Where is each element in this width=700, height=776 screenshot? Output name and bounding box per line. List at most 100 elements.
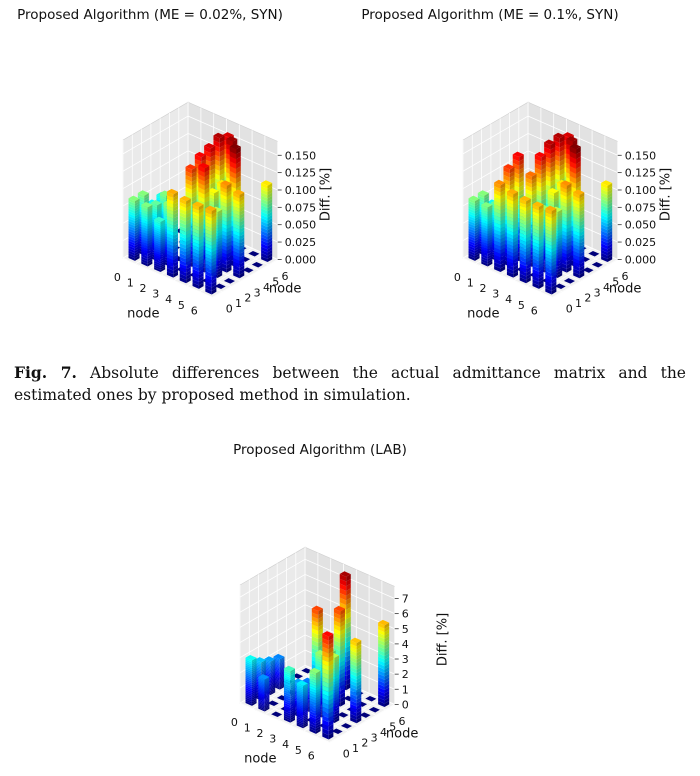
bar-face-side [538, 282, 544, 289]
plot-syn-01: Proposed Algorithm (ME = 0.1%, SYN) 0 1 2 3 4… [345, 0, 700, 345]
bar-face-front [311, 628, 319, 635]
bar-face-side [267, 211, 273, 218]
bar-face-front [350, 687, 357, 694]
bar-face-side [186, 232, 191, 239]
bar-face-front [205, 267, 212, 274]
bar [261, 180, 273, 263]
bar-face-front [154, 233, 161, 239]
bar-face-side [279, 669, 285, 674]
y-axis-label: node [269, 281, 301, 296]
bar-face-side [267, 198, 273, 205]
bar-face-side [566, 230, 572, 237]
bar-face-front [601, 214, 608, 221]
zero-cell [359, 712, 371, 718]
bar3d-chart-syn-01: Proposed Algorithm (ME = 0.1%, SYN)0 1 2 3 4… [361, 7, 673, 322]
bar-face-side [551, 267, 557, 274]
bar-face-side [198, 252, 204, 259]
bar-face-side [267, 256, 273, 263]
bar-face-side [487, 212, 493, 218]
bar-face-side [334, 704, 340, 710]
bar-face-front [311, 620, 319, 628]
bar-face-front [261, 201, 268, 208]
bar-face-front [350, 650, 357, 657]
bar-face-front [141, 224, 148, 230]
bar-face-side [566, 212, 572, 219]
bar-face-front [261, 221, 268, 228]
bar-face-front [545, 277, 552, 285]
bar-face-front [350, 673, 357, 680]
bar-face-front [296, 716, 304, 722]
bar-face-front [283, 715, 291, 721]
bar-face-side [219, 158, 225, 167]
bar-face-side [538, 252, 544, 259]
bar-face-side [557, 228, 563, 235]
bar-face-front [296, 695, 304, 701]
bar-face-front [494, 247, 501, 254]
bar-face-front [296, 714, 304, 720]
bar-face-side [198, 272, 204, 279]
bar-face-side [474, 255, 480, 261]
bar-face-side [186, 202, 191, 209]
bar-face-side [526, 229, 531, 236]
bar-face-side [315, 698, 321, 704]
bar-face-front [333, 612, 341, 620]
bar-face-side [579, 272, 585, 279]
bar-face-side [198, 234, 204, 242]
bar-face-front [233, 268, 240, 275]
figure-caption-label: Fig. 7. [14, 363, 77, 382]
bar-face-front [166, 205, 174, 212]
bar-face-front [569, 180, 577, 189]
bar-face-side [526, 215, 531, 222]
bar-face-side [270, 677, 276, 682]
bar-face-front [532, 279, 539, 286]
bar-face-side [607, 252, 613, 259]
bar-face-side [204, 191, 210, 199]
bar-face-side [134, 243, 140, 249]
bar-face-side [270, 686, 276, 691]
bar-face-side [239, 202, 245, 209]
bar-face-front [494, 204, 501, 211]
bar-face-side [340, 699, 345, 707]
bar-face-side [607, 202, 613, 208]
bar-face-side [261, 667, 266, 673]
bar-face-front [566, 138, 573, 147]
bar-face-side [267, 202, 273, 208]
bar-face-side [513, 268, 518, 275]
bar-face-front [494, 196, 501, 204]
bar-face-front [601, 201, 608, 208]
bar-face-side [531, 177, 537, 185]
bar-face-front [494, 254, 501, 262]
bar-face-front [468, 208, 475, 214]
bar-face-front [198, 178, 205, 186]
bar [378, 619, 390, 708]
bar-face-front [339, 602, 347, 610]
bar-face-side [526, 222, 531, 229]
bar-face-front [506, 240, 514, 247]
bar-face-front [350, 707, 357, 714]
bar-face-front [141, 229, 148, 235]
bar-face-side [267, 243, 273, 250]
bar-face-side [318, 624, 323, 631]
bar-face-side [173, 257, 178, 264]
bar-face-side [134, 250, 140, 256]
bar-face-front [245, 674, 252, 680]
z-axis-label: Diff. [%] [436, 613, 451, 666]
bar-face-front [309, 685, 316, 691]
z-tick-label: 0.125 [285, 167, 317, 180]
bar-face-side [579, 258, 585, 265]
bar-face-front [233, 244, 240, 251]
bar-face-front [229, 156, 237, 164]
bar-face-side [340, 676, 345, 683]
bar-face-front [128, 253, 135, 259]
bar-face-side [303, 711, 308, 716]
bar-face-front [315, 662, 322, 669]
bar-face-side [173, 247, 178, 254]
bar-face-front [573, 199, 580, 206]
bar-face-side [303, 706, 308, 711]
bar-face-side [173, 236, 178, 243]
bar-face-side [186, 222, 191, 229]
bar-face-side [211, 288, 217, 295]
bar-face-side [198, 279, 204, 286]
bar-face-front [261, 227, 268, 234]
bar-top [264, 656, 276, 662]
